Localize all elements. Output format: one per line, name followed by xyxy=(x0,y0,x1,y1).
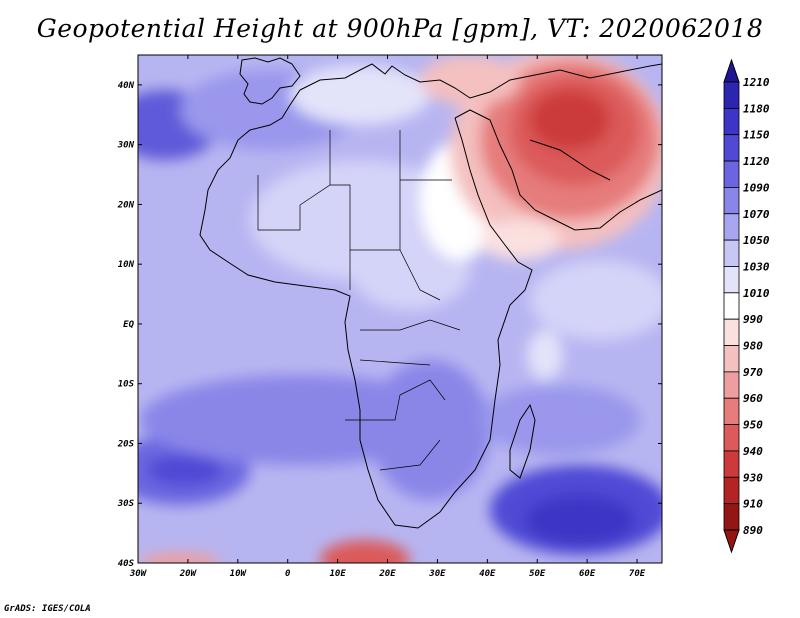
y-tick-label: 20N xyxy=(117,200,135,210)
colorbar-level-label: 980 xyxy=(743,340,763,353)
colorbar-swatch xyxy=(723,134,740,162)
colorbar-level-label: 990 xyxy=(743,313,763,326)
map-title: Geopotential Height at 900hPa [gpm], VT:… xyxy=(36,14,764,43)
colorbar-swatch xyxy=(723,213,740,241)
colorbar-level-label: 970 xyxy=(743,366,763,379)
colorbar-swatch xyxy=(723,476,740,505)
colorbar-swatch xyxy=(723,397,740,425)
colorbar-swatch xyxy=(723,318,740,346)
coastlines xyxy=(199,57,662,529)
colorbar-level-label: 940 xyxy=(743,445,763,458)
colorbar-swatch xyxy=(723,450,740,478)
colorbar-swatch xyxy=(723,345,740,373)
colorbar-swatch xyxy=(723,424,740,452)
x-tick-label: 30W xyxy=(129,569,148,579)
x-tick-label: 70E xyxy=(629,569,646,579)
colorbar-legend: 1210 1180 1150 1120 1090 1070 1050 1030 1010 990 9… xyxy=(723,58,770,554)
colorbar-level-label: 890 xyxy=(743,524,763,537)
colorbar-level-label: 1090 xyxy=(743,181,770,194)
colorbar-level-label: 1030 xyxy=(743,260,770,273)
plot-frame xyxy=(137,54,663,564)
colorbar-swatch xyxy=(723,503,740,531)
colorbar-level-label: 1120 xyxy=(743,155,770,168)
x-tick-label: 10E xyxy=(329,569,346,579)
colorbar-level-label: 1180 xyxy=(743,102,770,115)
colorbar-level-label: 1070 xyxy=(743,208,770,221)
y-tick-label: 10S xyxy=(118,380,135,390)
colorbar-level-label: 930 xyxy=(743,471,763,484)
colorbar-swatch xyxy=(723,239,740,267)
colorbar-swatch xyxy=(723,266,740,294)
colorbar-level-label: 1210 xyxy=(743,76,770,89)
colorbar-swatch xyxy=(723,160,740,188)
colorbar-level-label: 950 xyxy=(743,419,763,432)
y-tick-label: 40N xyxy=(118,81,135,91)
y-tick-label: 10N xyxy=(118,260,135,270)
y-tick-label: 30S xyxy=(117,499,135,509)
colorbar-bottom-arrow xyxy=(723,529,740,554)
colorbar-level-label: 910 xyxy=(743,498,763,511)
x-axis: 30W 20W 10W 0 10E 20E 30E 40E 50E 60E 70E xyxy=(129,55,646,579)
colorbar-level-label: 1010 xyxy=(743,287,770,300)
country-borders xyxy=(257,130,461,471)
y-tick-label: EQ xyxy=(123,320,134,330)
geopotential-height-field xyxy=(138,55,662,563)
colorbar-swatch xyxy=(723,107,740,136)
x-tick-label: 60E xyxy=(579,569,596,579)
x-tick-label: 20W xyxy=(179,569,198,579)
colorbar-swatch xyxy=(723,292,740,320)
y-tick-label: 30N xyxy=(117,141,135,151)
colorbar-swatch xyxy=(723,187,740,215)
x-tick-label: 40E xyxy=(479,569,496,579)
colorbar-swatch xyxy=(723,371,740,399)
colorbar-swatch xyxy=(723,81,740,109)
grads-credit: GrADS: IGES/COLA xyxy=(4,604,91,614)
y-axis: 40N 30N 20N 10N EQ 10S 20S 30S 40S xyxy=(117,81,662,569)
colorbar-top-arrow xyxy=(723,58,740,83)
y-tick-label: 40S xyxy=(118,559,135,569)
x-tick-label: 30E xyxy=(428,569,446,579)
x-tick-label: 10W xyxy=(230,569,248,579)
x-tick-label: 0 xyxy=(285,569,291,579)
x-tick-label: 20E xyxy=(378,569,396,579)
colorbar-level-label: 960 xyxy=(743,392,763,405)
colorbar-level-label: 1150 xyxy=(743,129,770,142)
colorbar-level-label: 1050 xyxy=(743,234,770,247)
y-tick-label: 20S xyxy=(117,439,135,449)
x-tick-label: 50E xyxy=(529,569,546,579)
